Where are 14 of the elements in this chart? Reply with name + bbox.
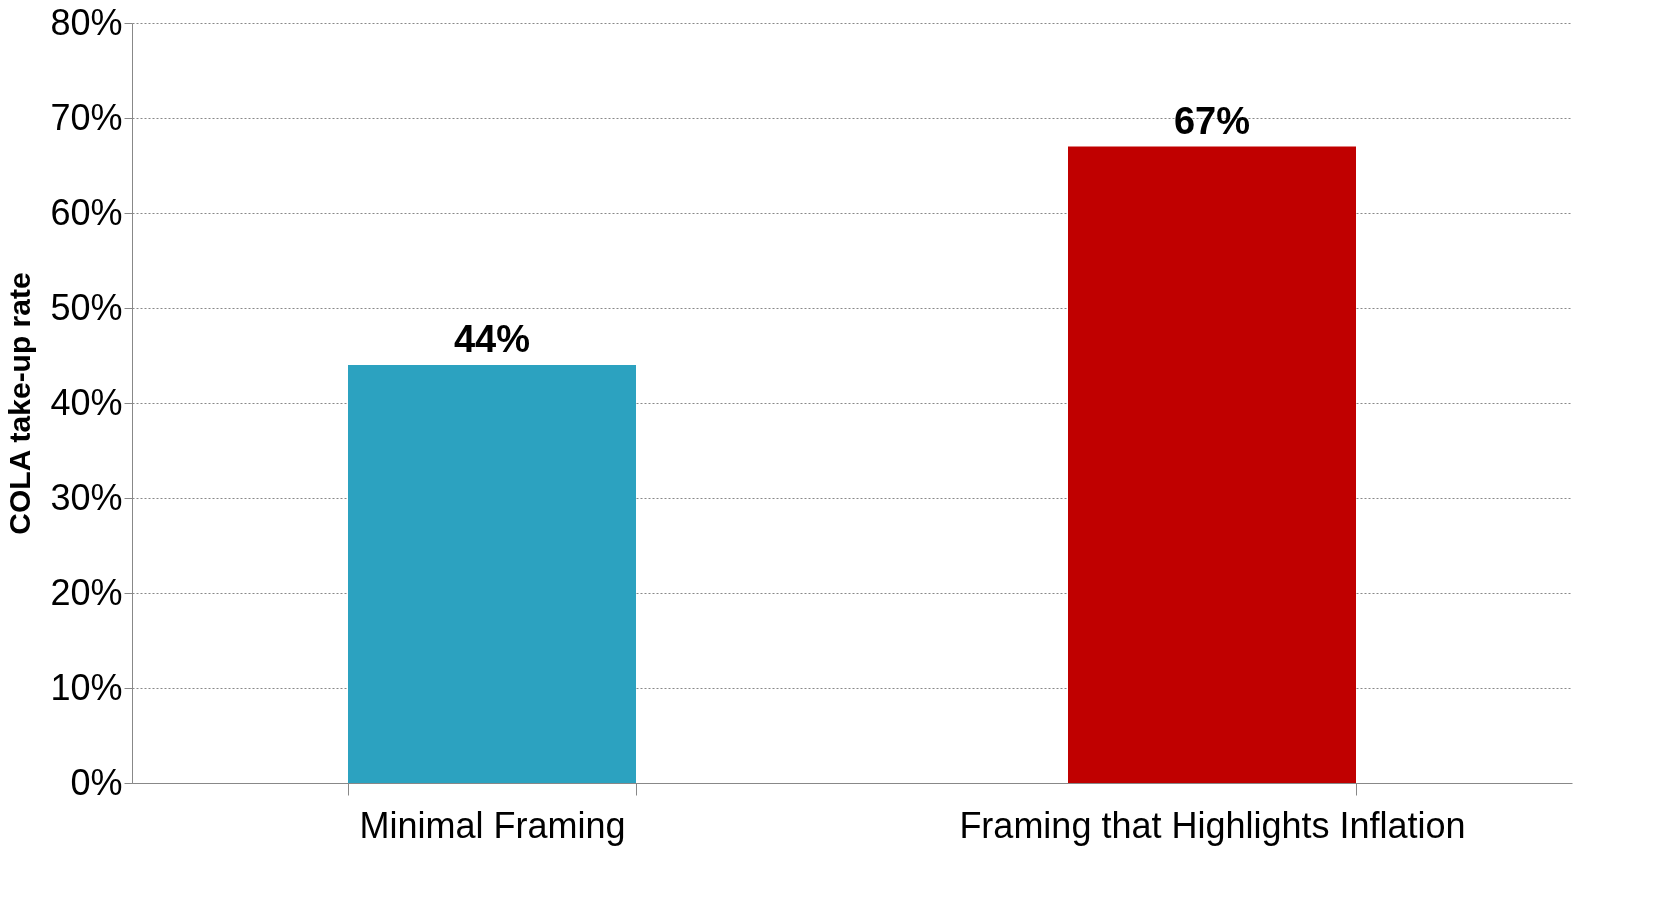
y-tick-label: 70%: [50, 96, 123, 138]
y-tick-label: 0%: [70, 761, 123, 803]
y-tick-label: 30%: [50, 476, 123, 518]
y-tick-label: 20%: [50, 571, 123, 613]
y-tick-label: 50%: [50, 286, 123, 328]
data-label: 44%: [453, 318, 531, 360]
y-tick-label: 60%: [50, 191, 123, 233]
y-tick-label: 10%: [50, 666, 123, 708]
y-tick-label: 80%: [50, 1, 123, 43]
data-label: 67%: [1173, 99, 1251, 142]
y-tick-label: 40%: [50, 381, 123, 423]
x-tick-label: Framing that Highlights Inflation: [959, 804, 1466, 846]
y-axis-title: COLA take-up rate: [3, 272, 37, 535]
x-tick-label: Minimal Framing: [359, 804, 626, 846]
